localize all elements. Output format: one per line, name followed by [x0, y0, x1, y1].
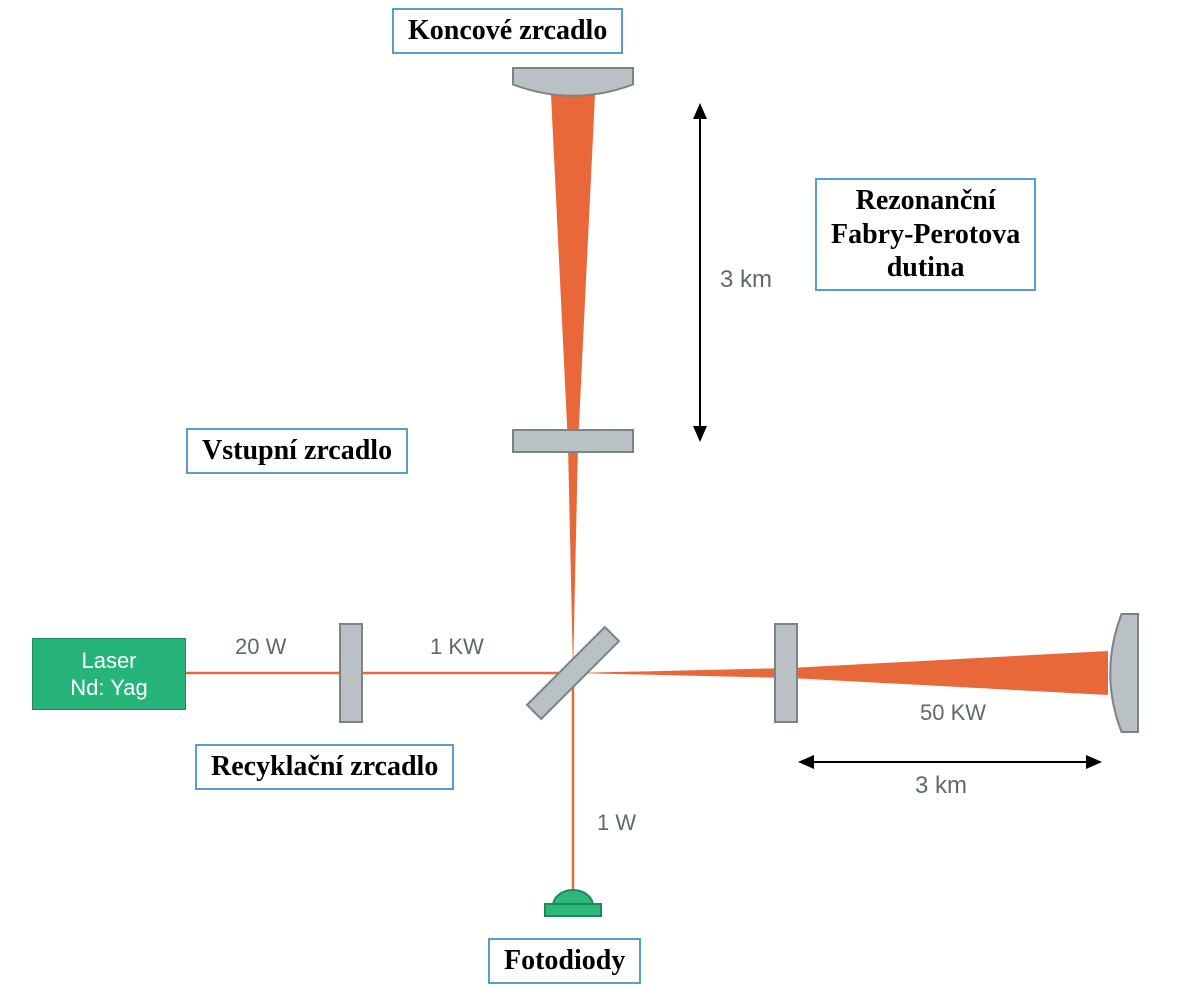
power-1kw-label: 1 KW [430, 634, 484, 660]
distance-horizontal-label: 3 km [915, 772, 967, 800]
distance-vertical-label: 3 km [720, 266, 772, 294]
label-text: Vstupní zrcadlo [202, 435, 392, 466]
laser-label-line: Nd: Yag [33, 674, 185, 702]
label-text-line: Fabry-Perotova [831, 219, 1020, 250]
power-20w-label: 20 W [235, 634, 286, 660]
label-end-mirror-top: Koncové zrcadlo [392, 8, 623, 54]
label-text-line: dutina [887, 252, 965, 283]
text: 1 KW [430, 634, 484, 659]
power-1w-label: 1 W [597, 810, 636, 836]
label-recycling-mirror: Recyklační zrcadlo [195, 744, 454, 790]
text: 50 KW [920, 700, 986, 725]
text: 3 km [720, 266, 772, 293]
label-fabry-perot-cavity: Rezonanční Fabry-Perotova dutina [815, 178, 1036, 291]
label-photodiode: Fotodiody [488, 938, 641, 984]
laser-label-line: Laser [33, 647, 185, 675]
label-input-mirror: Vstupní zrcadlo [186, 428, 408, 474]
power-50kw-label: 50 KW [920, 700, 986, 726]
label-text: Fotodiody [504, 945, 625, 976]
text: 3 km [915, 772, 967, 799]
label-text: Recyklační zrcadlo [211, 751, 438, 782]
laser-source: Laser Nd: Yag [32, 638, 186, 710]
label-text-line: Rezonanční [856, 185, 996, 216]
text: 20 W [235, 634, 286, 659]
diagram-canvas [0, 0, 1180, 995]
text: 1 W [597, 810, 636, 835]
label-text: Koncové zrcadlo [408, 15, 607, 46]
